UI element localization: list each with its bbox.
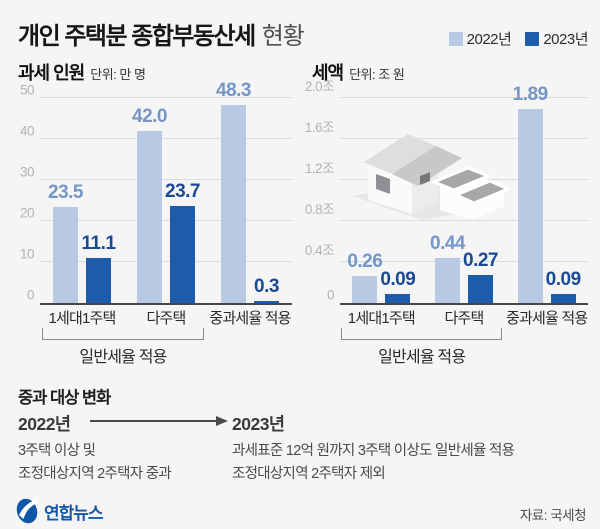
bar-value-label: 11.1	[81, 232, 116, 254]
bar-value-label: 0.3	[254, 276, 279, 297]
year-label-2023: 2023년	[232, 414, 285, 434]
bar-2023년-중과세율 적용	[254, 301, 279, 303]
bar-value-label: 1.89	[512, 84, 548, 106]
chart-taxpayers-title-text: 과세 인원	[18, 63, 85, 83]
x-axis-category-label: 1세대1주택	[347, 310, 416, 327]
page-title-suffix: 현황	[261, 23, 305, 50]
bar-value-label: 48.3	[216, 79, 251, 101]
bar-value-label: 23.5	[48, 181, 83, 203]
gridline	[340, 138, 588, 139]
general-rate-bracket-label: 일반세율 적용	[79, 349, 167, 366]
legend-swatch-2022-icon	[448, 31, 463, 46]
y-axis-tick-label: 40	[19, 123, 35, 139]
change-detail-2022-line1: 3주택 이상 및	[18, 443, 96, 459]
bar-2022년-다주택	[137, 130, 162, 303]
page-title: 개인 주택분 종합부동산세 현황	[18, 16, 305, 51]
yonhap-logo: 연합뉴스	[14, 497, 104, 525]
yonhap-logo-text: 연합뉴스	[44, 503, 104, 523]
bar-value-label: 42.0	[132, 105, 167, 127]
gridline	[40, 97, 292, 98]
bar-2023년-1세대1주택	[86, 257, 111, 303]
bar-2022년-다주택	[435, 257, 460, 303]
change-detail-2023-line1: 과세표준 12억 원까지 3주택 이상도 일반세율 적용	[232, 443, 515, 459]
x-axis-category-label: 다주택	[146, 310, 186, 327]
page-title-main: 개인 주택분 종합부동산세	[18, 23, 256, 50]
y-axis-tick-label: 10	[19, 246, 35, 262]
general-rate-bracket	[341, 328, 502, 340]
chart-tax-amount-title-text: 세액	[312, 63, 344, 83]
legend-item-2023: 2023년	[525, 28, 588, 49]
bar-2022년-1세대1주택	[352, 276, 378, 303]
bar-value-label: 0.09	[380, 268, 416, 290]
y-axis-tick-label: 0	[326, 287, 335, 303]
gridline	[40, 179, 292, 180]
yonhap-logo-mark-icon	[16, 498, 38, 524]
legend-label-2023: 2023년	[543, 31, 588, 48]
legend-swatch-2023-icon	[525, 31, 540, 46]
x-axis-category-label: 1세대1주택	[48, 310, 116, 327]
gridline	[340, 220, 588, 221]
chart-tax-amount: 세액 단위: 조 원 0 0.4조 0.8조 1.2조 1.6조 2.0조 0.26 0.09 1…	[302, 55, 596, 375]
bar-2023년-중과세율 적용	[550, 293, 576, 303]
y-axis-tick-label: 0	[26, 287, 35, 303]
change-detail-2023-line2: 조정대상지역 2주택자 제외	[232, 466, 386, 482]
y-axis-tick-label: 2.0조	[304, 79, 335, 94]
y-axis-tick-label: 30	[19, 164, 35, 180]
y-axis-tick-label: 1.6조	[304, 120, 335, 135]
general-rate-bracket-label: 일반세율 적용	[378, 349, 466, 366]
chart-taxpayers-title: 과세 인원 단위: 만 명	[18, 59, 146, 85]
chart-tax-amount-title: 세액 단위: 조 원	[312, 59, 405, 85]
plot-area: 0 10 20 30 40 50 23.5 11.1 1세대1주택 42.0 23.7 다주택 48.3…	[20, 80, 292, 366]
year-label-2022: 2022년	[18, 414, 71, 434]
source-credit: 자료: 국세청	[519, 508, 587, 523]
chart-tax-amount-unit: 단위: 조 원	[349, 67, 405, 82]
right-arrow-icon	[90, 416, 228, 426]
bar-2023년-다주택	[170, 205, 195, 303]
legend-label-2022: 2022년	[466, 31, 512, 48]
change-detail-2022-line2: 조정대상지역 2주택자 중과	[18, 466, 172, 482]
chart-legend: 2022년 2023년	[448, 28, 588, 49]
gridline	[40, 138, 292, 139]
charts-row: 과세 인원 단위: 만 명 0 10 20 30 40 50 23.5 11.1 1세대1주택 42…	[8, 55, 596, 375]
bar-value-label: 23.7	[165, 180, 200, 202]
chart-taxpayers-unit: 단위: 만 명	[90, 67, 146, 82]
house-illustration-icon	[352, 134, 512, 220]
x-axis-category-label: 중과세율 적용	[209, 310, 291, 327]
y-axis-tick-label: 1.2조	[304, 161, 335, 176]
y-axis-tick-label: 0.8조	[304, 202, 335, 217]
bar-2023년-다주택	[468, 275, 493, 303]
change-detail-2022: 3주택 이상 및 조정대상지역 2주택자 중과	[18, 440, 172, 486]
change-detail-2023: 과세표준 12억 원까지 3주택 이상도 일반세율 적용 조정대상지역 2주택자…	[232, 440, 515, 486]
gridline	[40, 220, 292, 221]
bar-value-label: 0.26	[347, 251, 383, 273]
bar-2022년-중과세율 적용	[221, 104, 246, 303]
y-axis-tick-label: 50	[19, 82, 35, 98]
x-axis-category-label: 다주택	[444, 310, 484, 327]
y-axis-tick-label: 0.4조	[304, 243, 335, 258]
gridline	[40, 261, 292, 262]
bar-2022년-중과세율 적용	[517, 109, 543, 303]
bar-value-label: 0.09	[545, 268, 581, 290]
gridline	[340, 97, 588, 98]
bar-2022년-1세대1주택	[53, 206, 78, 303]
x-axis-category-label: 중과세율 적용	[505, 310, 588, 327]
chart-taxpayers: 과세 인원 단위: 만 명 0 10 20 30 40 50 23.5 11.1 1세대1주택 42…	[8, 55, 302, 375]
bar-value-label: 0.44	[430, 232, 465, 254]
y-axis-tick-label: 20	[19, 205, 35, 221]
legend-item-2022: 2022년	[448, 28, 512, 49]
bar-2023년-1세대1주택	[385, 293, 411, 303]
change-section-heading: 중과 대상 변화	[18, 389, 111, 407]
plot-area: 0 0.4조 0.8조 1.2조 1.6조 2.0조 0.26 0.09 1세대1주택 0.44 0…	[305, 79, 588, 366]
gridline	[340, 261, 588, 262]
bar-value-label: 0.27	[463, 250, 498, 272]
general-rate-bracket	[42, 328, 204, 340]
